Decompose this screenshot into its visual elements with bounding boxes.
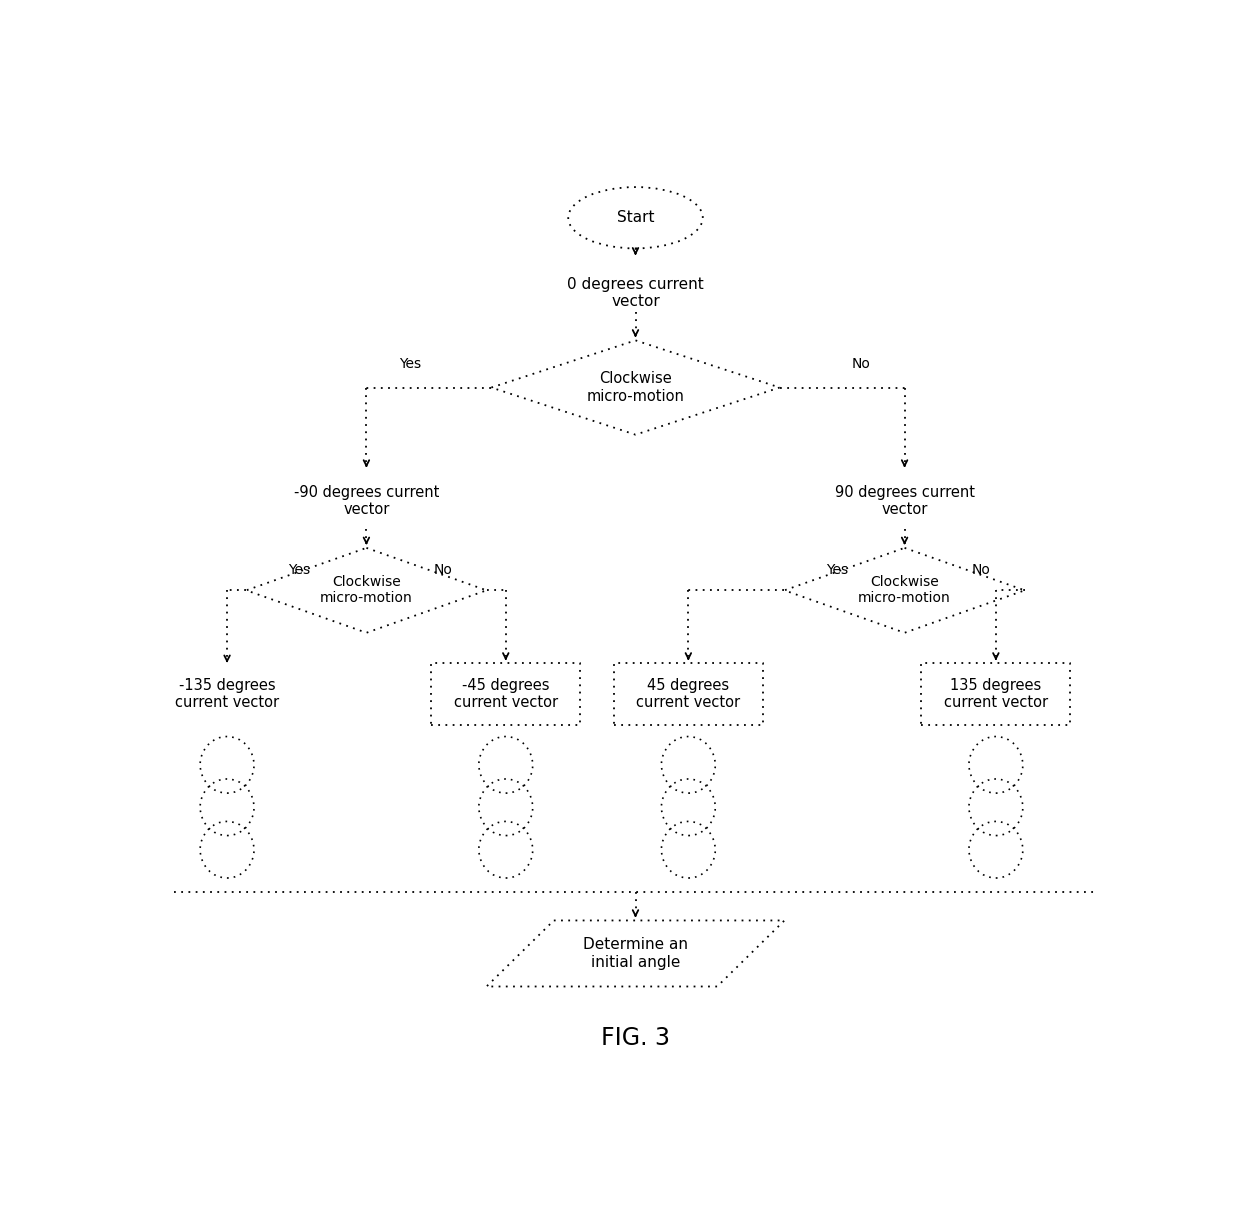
Text: Determine an
initial angle: Determine an initial angle xyxy=(583,937,688,970)
Text: 45 degrees
current vector: 45 degrees current vector xyxy=(636,677,740,710)
Text: No: No xyxy=(434,562,453,577)
Text: No: No xyxy=(852,356,870,371)
Text: Yes: Yes xyxy=(826,562,848,577)
Text: Clockwise
micro-motion: Clockwise micro-motion xyxy=(587,371,684,404)
Text: Yes: Yes xyxy=(398,356,420,371)
Text: FIG. 3: FIG. 3 xyxy=(601,1027,670,1050)
Text: -90 degrees current
vector: -90 degrees current vector xyxy=(294,485,439,517)
Text: 135 degrees
current vector: 135 degrees current vector xyxy=(944,677,1048,710)
Text: -135 degrees
current vector: -135 degrees current vector xyxy=(175,677,279,710)
Text: 90 degrees current
vector: 90 degrees current vector xyxy=(835,485,975,517)
Text: Start: Start xyxy=(616,211,655,225)
Text: Yes: Yes xyxy=(288,562,310,577)
Text: -45 degrees
current vector: -45 degrees current vector xyxy=(454,677,558,710)
Text: No: No xyxy=(972,562,991,577)
Text: Clockwise
micro-motion: Clockwise micro-motion xyxy=(858,576,951,605)
Text: Clockwise
micro-motion: Clockwise micro-motion xyxy=(320,576,413,605)
Text: 0 degrees current
vector: 0 degrees current vector xyxy=(567,277,704,310)
